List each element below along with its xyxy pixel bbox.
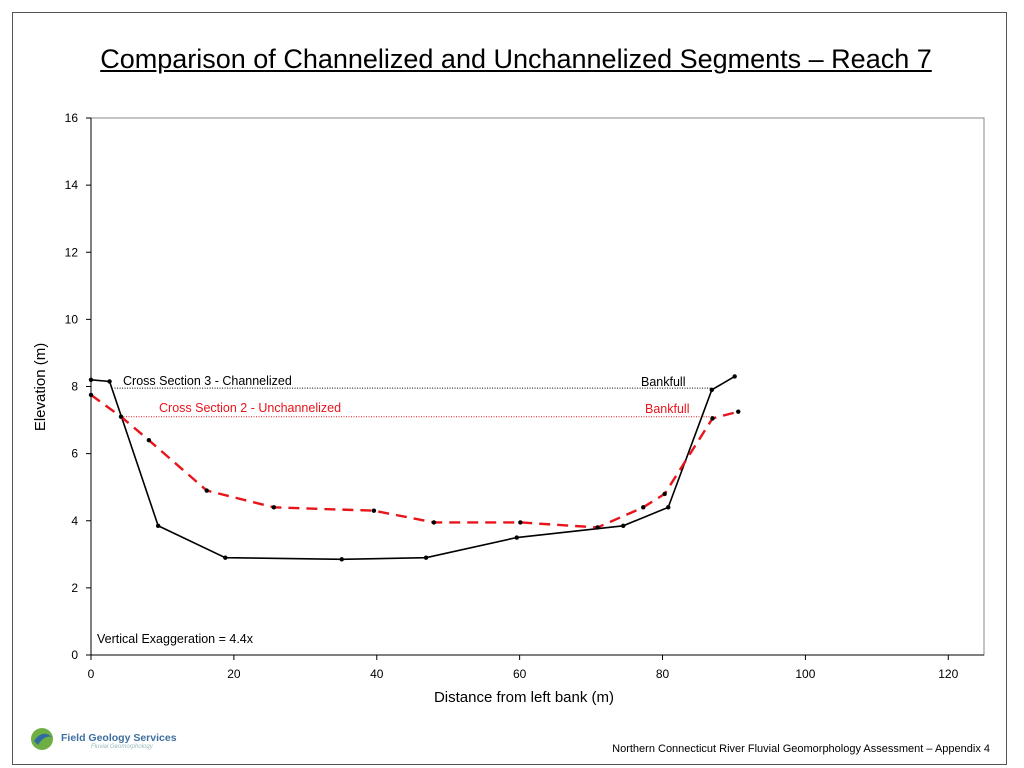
slide-frame	[12, 12, 1007, 765]
data-point	[595, 525, 600, 530]
x-tick-label: 20	[227, 667, 241, 681]
axes: 0 2 4 6 8 10 12 14 16 0 20 40 60 80 100 120	[65, 111, 984, 681]
y-tick-label: 16	[65, 111, 79, 125]
y-tick-label: 2	[71, 581, 78, 595]
y-tick-label: 10	[65, 312, 79, 326]
annotation-group: Cross Section 3 - Channelized Cross Sect…	[97, 374, 689, 646]
series-label-channelized: Cross Section 3 - Channelized	[123, 374, 292, 388]
data-point	[223, 555, 228, 560]
field-geology-logo	[31, 728, 53, 750]
data-point	[431, 520, 437, 525]
data-point	[271, 505, 277, 510]
data-point	[88, 377, 94, 382]
y-tick-label: 14	[65, 178, 79, 192]
series-label-unchannelized: Cross Section 2 - Unchannelized	[159, 401, 341, 415]
data-point	[621, 523, 626, 528]
data-point	[88, 392, 94, 398]
footer-text: Northern Connecticut River Fluvial Geomo…	[612, 743, 990, 755]
y-tick-label: 4	[71, 514, 78, 528]
data-point	[155, 523, 161, 528]
x-tick-label: 80	[656, 667, 670, 681]
x-tick-label: 40	[370, 667, 384, 681]
data-point	[710, 416, 715, 421]
data-point	[736, 409, 741, 414]
data-point	[662, 491, 667, 497]
bankfull-label-unchannelized: Bankfull	[645, 402, 689, 416]
data-point	[514, 535, 519, 540]
x-tick-label: 100	[795, 667, 815, 681]
data-point	[371, 508, 377, 513]
data-point	[641, 505, 646, 510]
y-tick-label: 8	[71, 380, 78, 394]
x-tick-label: 60	[513, 667, 527, 681]
data-point	[146, 438, 152, 443]
data-point	[423, 555, 429, 560]
logo-subtext: Fluvial Geomorphology	[91, 744, 153, 750]
data-point	[118, 414, 124, 419]
logo-text: Field Geology Services	[61, 732, 177, 744]
bankfull-lines	[114, 387, 713, 418]
page-title: Comparison of Channelized and Unchanneli…	[100, 44, 932, 74]
series-group	[88, 374, 741, 562]
data-point	[666, 505, 671, 510]
data-point	[518, 520, 523, 525]
data-point	[732, 374, 737, 379]
y-tick-label: 0	[71, 648, 78, 662]
x-tick-label: 0	[88, 667, 95, 681]
bankfull-label-channelized: Bankfull	[641, 375, 685, 389]
data-point	[339, 557, 344, 562]
x-tick-label: 120	[938, 667, 958, 681]
data-point	[107, 379, 112, 384]
data-point	[204, 488, 209, 493]
y-axis-title: Elevation (m)	[32, 343, 49, 431]
y-tick-label: 6	[71, 447, 78, 461]
y-tick-label: 12	[65, 245, 79, 259]
x-axis-title: Distance from left bank (m)	[434, 689, 614, 706]
data-point	[709, 387, 715, 393]
vertical-exaggeration-note: Vertical Exaggeration = 4.4x	[97, 632, 254, 646]
